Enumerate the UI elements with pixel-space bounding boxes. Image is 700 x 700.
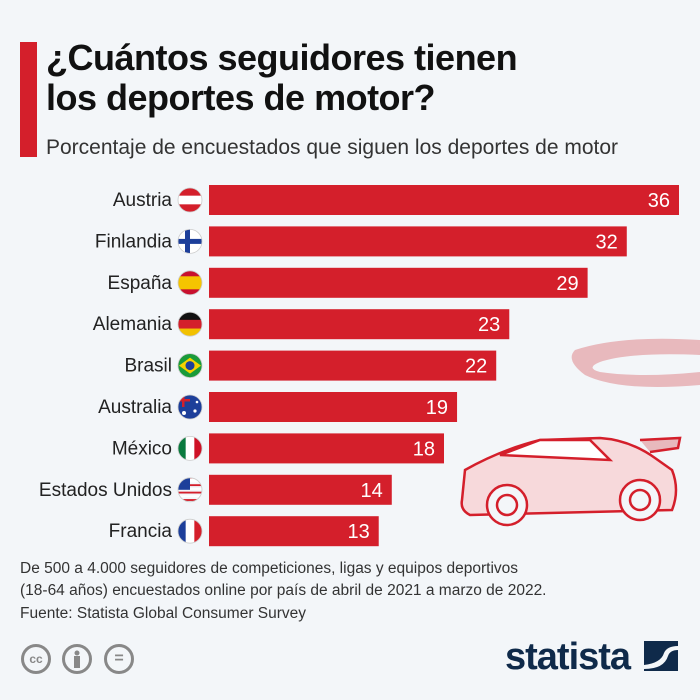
page-title: ¿Cuántos seguidores tienen los deportes … [46, 37, 518, 118]
statista-logo-mark-icon [643, 641, 678, 671]
title-line-1: ¿Cuántos seguidores tienen [46, 37, 518, 78]
data-label: 29 [556, 273, 578, 295]
finland-flag-icon [177, 228, 203, 254]
bar [209, 350, 497, 381]
data-label: 13 [347, 521, 369, 543]
bar [209, 309, 510, 340]
category-label: Austria [113, 190, 173, 211]
data-label: 23 [478, 314, 500, 336]
usa-flag-icon [177, 477, 203, 503]
spain-flag-icon [177, 270, 203, 296]
category-label: Alemania [93, 314, 173, 335]
data-label: 14 [361, 480, 383, 502]
title-accent-bar [20, 42, 37, 157]
category-label: México [112, 438, 172, 459]
bar [209, 516, 379, 547]
austria-flag-icon [177, 187, 203, 213]
category-label: Australia [98, 397, 172, 418]
statista-logo[interactable]: statista [505, 636, 678, 679]
title-line-2: los deportes de motor? [46, 77, 436, 118]
category-label: Francia [109, 521, 173, 542]
creative-commons-icon[interactable]: cc [21, 644, 51, 674]
brazil-flag-icon [177, 353, 203, 379]
category-label: Estados Unidos [39, 480, 172, 501]
car-illustration [460, 436, 682, 527]
data-label: 19 [426, 397, 448, 419]
survey-note-line-1: De 500 a 4.000 seguidores de competicion… [20, 560, 519, 577]
source-note: Fuente: Statista Global Consumer Survey [20, 605, 307, 622]
bar [209, 226, 627, 257]
category-label: España [108, 273, 173, 294]
data-label: 22 [465, 356, 487, 378]
bar [209, 392, 458, 422]
data-label: 18 [413, 438, 435, 460]
no-derivatives-icon[interactable]: = [104, 644, 134, 674]
category-label: Finlandia [95, 231, 173, 252]
race-track-decoration [571, 338, 700, 388]
bar [209, 185, 679, 215]
survey-note-line-2: (18-64 años) encuestados online por país… [20, 582, 547, 599]
australia-flag-icon [177, 394, 203, 420]
cc-label: cc [29, 652, 43, 666]
logo-text: statista [505, 636, 631, 678]
category-label: Brasil [124, 356, 172, 377]
attribution-icon[interactable] [62, 644, 92, 674]
france-flag-icon [177, 518, 203, 544]
bar [209, 474, 392, 505]
person-icon [74, 650, 80, 668]
germany-flag-icon [177, 311, 203, 337]
equals-label: = [114, 650, 124, 667]
bar [209, 267, 588, 298]
data-label: 32 [596, 231, 618, 253]
mexico-flag-icon [177, 435, 203, 461]
bar [209, 433, 444, 464]
subtitle: Porcentaje de encuestados que siguen los… [46, 136, 619, 159]
data-label: 36 [648, 190, 670, 212]
